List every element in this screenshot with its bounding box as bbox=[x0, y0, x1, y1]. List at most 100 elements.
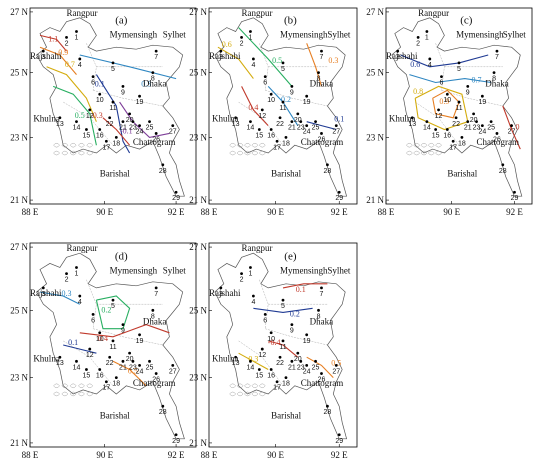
station-marker bbox=[174, 190, 178, 194]
station-marker bbox=[91, 313, 95, 316]
contour-line bbox=[63, 344, 97, 354]
station-marker bbox=[317, 308, 320, 312]
station-marker bbox=[296, 112, 300, 116]
station-number: 24 bbox=[136, 129, 144, 136]
station-marker bbox=[396, 49, 400, 53]
station-marker bbox=[65, 272, 68, 275]
station-number: 18 bbox=[458, 140, 466, 147]
region-label: Barishal bbox=[271, 169, 301, 179]
station-number: 26 bbox=[152, 377, 160, 384]
station-marker bbox=[314, 120, 317, 124]
station-marker bbox=[269, 128, 273, 131]
station-marker bbox=[425, 120, 429, 124]
station-marker bbox=[257, 368, 261, 371]
station-number: 13 bbox=[56, 121, 64, 128]
station-number: 15 bbox=[83, 133, 91, 140]
lat-tick-label: 21 N bbox=[366, 195, 384, 205]
lon-tick-label: 88 E bbox=[22, 207, 39, 217]
station-marker bbox=[440, 75, 443, 78]
delta-texture bbox=[61, 383, 69, 388]
map-panel-a: 1.10.90.70.50.30.1-0.1-0.312345678910111… bbox=[10, 7, 197, 217]
station-marker bbox=[284, 135, 288, 139]
region-label: Khulna bbox=[389, 114, 416, 124]
station-marker bbox=[275, 380, 279, 384]
station-marker bbox=[114, 135, 118, 139]
lon-tick-label: 90 E bbox=[267, 207, 284, 217]
station-marker bbox=[91, 75, 95, 78]
station-number: 13 bbox=[232, 121, 240, 128]
region-label: Dhaka bbox=[485, 78, 509, 88]
panel-frame bbox=[29, 7, 197, 205]
station-number: 25 bbox=[146, 125, 154, 132]
station-number: 8 bbox=[317, 76, 321, 83]
station-number: 7 bbox=[154, 54, 158, 61]
station-number: 7 bbox=[320, 54, 324, 61]
delta-texture bbox=[244, 143, 251, 148]
station-number: 7 bbox=[154, 291, 158, 298]
station-marker bbox=[98, 128, 102, 131]
station-marker bbox=[111, 298, 115, 302]
station-marker bbox=[104, 139, 108, 143]
region-label: Sylhet bbox=[327, 29, 351, 39]
station-number: 12 bbox=[258, 113, 266, 120]
station-number: 3 bbox=[219, 291, 223, 298]
region-label: Rangpur bbox=[242, 8, 273, 18]
station-marker bbox=[305, 124, 309, 127]
station-number: 13 bbox=[56, 360, 64, 367]
station-number: 2 bbox=[416, 40, 420, 47]
delta-texture bbox=[70, 383, 77, 388]
division-boundary bbox=[86, 279, 97, 329]
contour-label: 0.6 bbox=[222, 40, 232, 49]
station-marker bbox=[428, 57, 432, 61]
delta-texture bbox=[236, 150, 244, 156]
station-number: 15 bbox=[255, 372, 263, 379]
delta-texture bbox=[251, 383, 259, 388]
contour-label: -0.3 bbox=[90, 111, 103, 120]
lat-tick-label: 21 N bbox=[10, 438, 28, 448]
station-number: 21 bbox=[464, 125, 472, 132]
station-marker bbox=[480, 94, 484, 98]
station-marker bbox=[234, 355, 238, 359]
delta-texture bbox=[236, 383, 244, 388]
station-marker bbox=[85, 368, 88, 371]
station-number: 22 bbox=[276, 121, 284, 128]
contour-line bbox=[39, 291, 81, 305]
lat-tick-label: 23 N bbox=[189, 373, 207, 383]
region-label: Rajshahi bbox=[386, 51, 418, 61]
region-label: Khulna bbox=[212, 353, 239, 363]
lat-tick-label: 23 N bbox=[10, 132, 28, 142]
region-label: Chattogram bbox=[301, 378, 344, 388]
delta-texture bbox=[244, 150, 251, 156]
contour-label: 0.1 bbox=[68, 338, 78, 347]
station-marker bbox=[495, 132, 499, 135]
delta-texture bbox=[229, 383, 236, 388]
station-number: 19 bbox=[303, 338, 311, 345]
station-number: 3 bbox=[219, 54, 223, 61]
station-marker bbox=[249, 30, 252, 33]
station-number: 23 bbox=[473, 125, 481, 132]
station-marker bbox=[111, 100, 115, 104]
station-number: 26 bbox=[318, 136, 326, 143]
delta-texture bbox=[413, 150, 420, 156]
station-number: 23 bbox=[297, 125, 305, 132]
region-label: Mymensingh bbox=[110, 266, 158, 276]
station-marker bbox=[445, 92, 449, 96]
station-marker bbox=[457, 61, 461, 65]
delta-texture bbox=[53, 391, 60, 397]
delta-texture bbox=[406, 143, 413, 148]
delta-texture bbox=[61, 150, 69, 156]
station-marker bbox=[240, 272, 243, 275]
station-number: 6 bbox=[263, 80, 267, 87]
delta-texture bbox=[259, 150, 266, 156]
station-marker bbox=[451, 139, 455, 143]
station-number: 13 bbox=[408, 121, 416, 128]
contour-label: 0.3 bbox=[248, 354, 258, 363]
delta-texture bbox=[86, 383, 94, 388]
station-marker bbox=[154, 132, 158, 135]
station-number: 8 bbox=[151, 313, 155, 320]
station-number: 7 bbox=[495, 54, 499, 61]
station-marker bbox=[219, 49, 223, 53]
lon-tick-label: 92 E bbox=[331, 450, 348, 460]
station-number: 18 bbox=[112, 140, 120, 147]
